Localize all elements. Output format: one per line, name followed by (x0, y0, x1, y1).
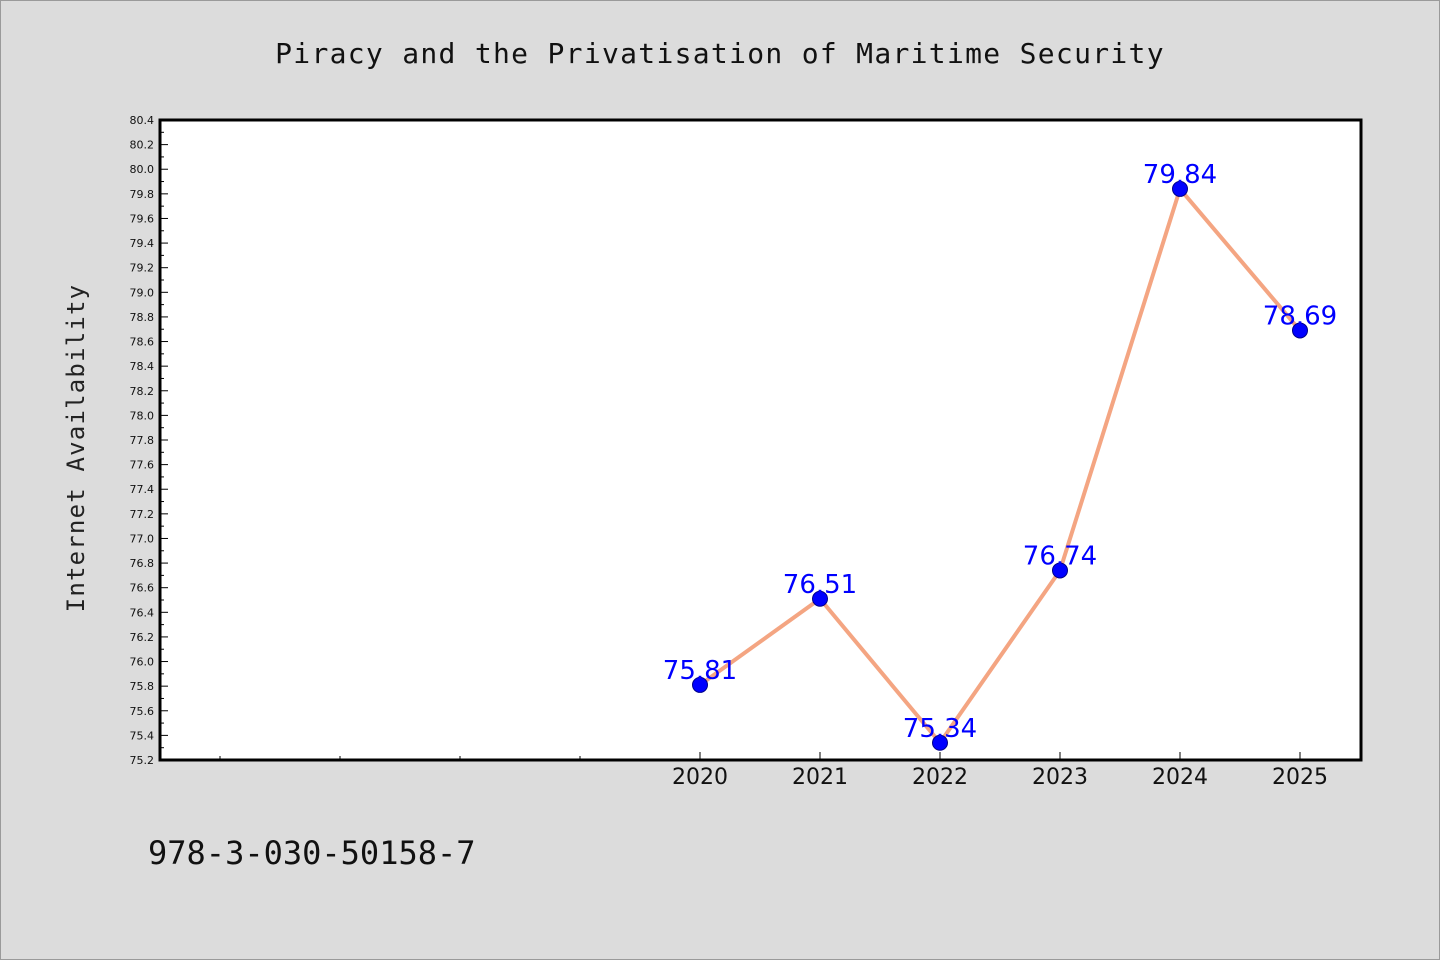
data-point (1172, 180, 1188, 197)
x-tick-label: 2024 (1152, 765, 1208, 790)
y-tick-label: 79.6 (130, 212, 155, 225)
axis-ticks: 75.2 75.4 75.6 75.8 76.0 76.2 76.4 76.6 76.8 77.0… (130, 114, 1329, 790)
data-label: 76.74 (1023, 541, 1097, 571)
data-label: 75.34 (903, 714, 977, 744)
y-tick-label: 75.2 (130, 754, 155, 767)
y-tick-label: 75.4 (130, 729, 155, 742)
x-tick-label: 2025 (1272, 765, 1328, 790)
y-tick-label: 75.8 (130, 680, 155, 693)
plot-frame (158, 118, 1363, 762)
y-tick-label: 80.2 (130, 139, 155, 152)
y-tick-label: 78.8 (130, 311, 155, 324)
y-tick-label: 80.0 (130, 163, 155, 176)
x-tick-label: 2021 (792, 765, 848, 790)
y-tick-label: 78.6 (130, 336, 155, 349)
y-tick-label: 79.4 (130, 237, 155, 250)
data-label: 78.69 (1263, 301, 1337, 331)
y-tick-label: 77.2 (130, 508, 155, 521)
y-tick-label: 76.2 (130, 631, 155, 644)
y-tick-label: 79.8 (130, 188, 155, 201)
data-label: 79.84 (1143, 160, 1217, 190)
y-tick-label: 79.2 (130, 262, 155, 275)
data-point (692, 676, 708, 693)
x-tick-label: 2023 (1032, 765, 1088, 790)
data-point (812, 590, 828, 607)
isbn-footer: 978-3-030-50158-7 (148, 834, 476, 872)
y-tick-label: 77.8 (130, 434, 155, 447)
y-tick-label: 75.6 (130, 705, 155, 718)
y-tick-label: 76.6 (130, 582, 155, 595)
y-tick-label: 79.0 (130, 286, 155, 299)
y-tick-label: 78.2 (130, 385, 155, 398)
y-tick-label: 77.0 (130, 532, 155, 545)
data-labels-group: 75.81 76.51 75.34 76.74 79.84 78.69 (663, 160, 1337, 744)
y-tick-label: 80.4 (130, 114, 155, 127)
chart-title: Piracy and the Privatisation of Maritime… (275, 37, 1165, 70)
data-point (932, 734, 948, 751)
data-point (1052, 562, 1068, 579)
x-tick-label: 2022 (912, 765, 968, 790)
x-tick-label: 2020 (672, 765, 728, 790)
y-tick-label: 78.4 (130, 360, 155, 373)
y-axis-label: Internet Availability (62, 284, 90, 613)
y-tick-label: 77.4 (130, 483, 155, 496)
y-tick-label: 77.6 (130, 459, 155, 472)
y-tick-label: 78.0 (130, 409, 155, 422)
data-label: 75.81 (663, 656, 737, 686)
data-label: 76.51 (783, 570, 857, 600)
y-tick-label: 76.0 (130, 656, 155, 669)
y-tick-label: 76.4 (130, 606, 155, 619)
plot-area (160, 120, 1361, 760)
series-line (698, 186, 1302, 745)
y-tick-label: 76.8 (130, 557, 155, 570)
series-group (692, 180, 1308, 751)
data-point (1292, 322, 1308, 339)
